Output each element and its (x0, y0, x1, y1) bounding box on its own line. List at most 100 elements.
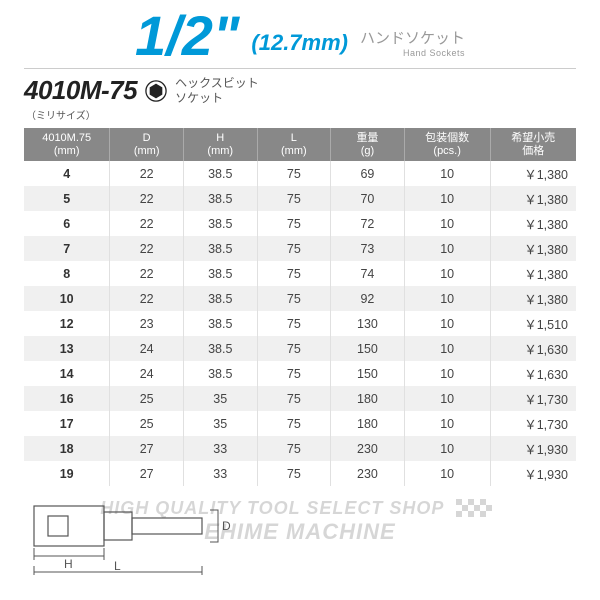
table-cell: 13 (24, 336, 110, 361)
table-row: 52238.5757010￥1,380 (24, 186, 576, 211)
drive-size: 1/2" (135, 8, 239, 64)
table-cell: 74 (331, 261, 405, 286)
table-cell: 38.5 (183, 261, 257, 286)
table-cell: 22 (110, 261, 184, 286)
table-cell: 72 (331, 211, 405, 236)
table-row: 1827337523010￥1,930 (24, 436, 576, 461)
product-description: ヘックスビット ソケット (175, 76, 259, 105)
table-cell: 75 (257, 386, 331, 411)
table-cell: 10 (404, 286, 490, 311)
table-cell: 75 (257, 211, 331, 236)
table-cell: 75 (257, 336, 331, 361)
table-cell: 230 (331, 436, 405, 461)
table-cell: ￥1,930 (490, 436, 576, 461)
table-cell: 10 (404, 336, 490, 361)
table-row: 122338.57513010￥1,510 (24, 311, 576, 336)
table-cell: 38.5 (183, 161, 257, 186)
table-cell: 27 (110, 436, 184, 461)
page-header: 1/2" (12.7mm) ハンドソケット Hand Sockets (0, 0, 600, 66)
table-cell: 22 (110, 236, 184, 261)
product-header: 4010M-75 ヘックスビット ソケット (0, 75, 600, 106)
table-cell: 8 (24, 261, 110, 286)
table-cell: 10 (404, 361, 490, 386)
table-cell: 38.5 (183, 236, 257, 261)
column-header: H(mm) (183, 128, 257, 161)
drive-size-mm: (12.7mm) (251, 30, 348, 64)
category-en: Hand Sockets (360, 48, 465, 58)
table-cell: 38.5 (183, 211, 257, 236)
table-cell: 75 (257, 361, 331, 386)
table-cell: 22 (110, 161, 184, 186)
table-cell: 12 (24, 311, 110, 336)
table-head: 4010M.75(mm)D(mm)H(mm)L(mm)重量(g)包装個数(pcs… (24, 128, 576, 161)
table-cell: 23 (110, 311, 184, 336)
table-cell: ￥1,380 (490, 161, 576, 186)
table-cell: 92 (331, 286, 405, 311)
table-cell: 19 (24, 461, 110, 486)
table-cell: 7 (24, 236, 110, 261)
table-row: 62238.5757210￥1,380 (24, 211, 576, 236)
table-cell: 22 (110, 211, 184, 236)
table-cell: 35 (183, 386, 257, 411)
table-cell: ￥1,380 (490, 286, 576, 311)
column-header: D(mm) (110, 128, 184, 161)
table-row: 72238.5757310￥1,380 (24, 236, 576, 261)
table-cell: 75 (257, 461, 331, 486)
table-cell: 24 (110, 336, 184, 361)
table-cell: 75 (257, 436, 331, 461)
table-cell: 10 (404, 186, 490, 211)
checkered-flag-icon (456, 499, 500, 519)
table-cell: 38.5 (183, 186, 257, 211)
table-cell: ￥1,380 (490, 261, 576, 286)
table-cell: 180 (331, 411, 405, 436)
table-row: 82238.5757410￥1,380 (24, 261, 576, 286)
table-cell: 4 (24, 161, 110, 186)
hex-icon (145, 80, 167, 102)
diagram-label-d: D (222, 519, 231, 533)
table-row: 42238.5756910￥1,380 (24, 161, 576, 186)
table-row: 102238.5759210￥1,380 (24, 286, 576, 311)
column-header: 包装個数(pcs.) (404, 128, 490, 161)
column-header: 4010M.75(mm) (24, 128, 110, 161)
column-header: 希望小売価格 (490, 128, 576, 161)
table-cell: ￥1,730 (490, 386, 576, 411)
table-cell: 73 (331, 236, 405, 261)
table-cell: 6 (24, 211, 110, 236)
product-subtitle: （ミリサイズ） (0, 107, 600, 122)
table-row: 1725357518010￥1,730 (24, 411, 576, 436)
diagram-label-h: H (64, 557, 73, 571)
table-cell: 38.5 (183, 311, 257, 336)
table-cell: 24 (110, 361, 184, 386)
column-header: L(mm) (257, 128, 331, 161)
table-cell: 38.5 (183, 336, 257, 361)
table-cell: 27 (110, 461, 184, 486)
table-cell: 38.5 (183, 286, 257, 311)
desc-line1: ヘックスビット (175, 76, 259, 90)
table-cell: ￥1,510 (490, 311, 576, 336)
table-cell: 10 (404, 211, 490, 236)
table-cell: ￥1,380 (490, 211, 576, 236)
table-cell: 75 (257, 286, 331, 311)
table-cell: 150 (331, 361, 405, 386)
desc-line2: ソケット (175, 91, 259, 105)
table-cell: 10 (24, 286, 110, 311)
table-cell: 75 (257, 311, 331, 336)
table-cell: 16 (24, 386, 110, 411)
table-row: 1927337523010￥1,930 (24, 461, 576, 486)
table-cell: 5 (24, 186, 110, 211)
table-row: 1625357518010￥1,730 (24, 386, 576, 411)
table-cell: 180 (331, 386, 405, 411)
dimension-diagram: D H L (24, 486, 244, 576)
table-cell: 10 (404, 461, 490, 486)
table-cell: 22 (110, 186, 184, 211)
table-cell: 69 (331, 161, 405, 186)
table-cell: 10 (404, 161, 490, 186)
table-cell: 25 (110, 386, 184, 411)
table-cell: 10 (404, 436, 490, 461)
product-code: 4010M-75 (24, 75, 137, 106)
table-cell: 10 (404, 236, 490, 261)
table-row: 142438.57515010￥1,630 (24, 361, 576, 386)
category-jp: ハンドソケット (360, 27, 465, 48)
table-cell: 150 (331, 336, 405, 361)
table-cell: 75 (257, 411, 331, 436)
